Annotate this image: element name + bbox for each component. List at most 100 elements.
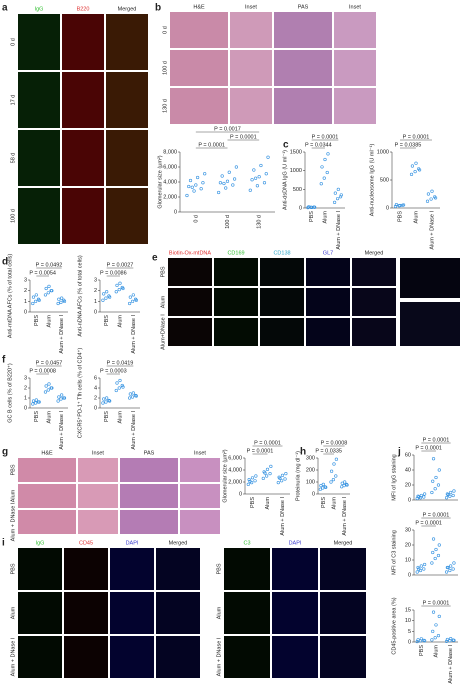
y-tick-label: 20 [405, 482, 411, 488]
p-value: P = 0.0001 [423, 437, 450, 443]
row-label: Alum [216, 606, 222, 619]
data-point [431, 537, 436, 541]
y-tick-label: 500 [293, 187, 302, 193]
row-label: 58 d [10, 153, 16, 164]
x-tick-label: PBS [250, 497, 256, 508]
data-point [263, 471, 267, 475]
data-point [56, 399, 60, 403]
data-point [57, 395, 61, 399]
micrograph [320, 592, 366, 634]
data-point [434, 475, 438, 480]
data-point [266, 155, 270, 159]
micrograph [18, 592, 62, 634]
data-point [280, 479, 284, 483]
data-point [409, 172, 414, 176]
micrograph [120, 510, 178, 534]
x-tick-label: PBS [397, 211, 403, 222]
data-point [43, 390, 48, 394]
micrograph [120, 484, 178, 508]
y-tick-label: 0 [408, 639, 411, 645]
column-header: PAS [144, 450, 155, 456]
micrograph [260, 288, 304, 316]
y-tick-label: 10 [405, 557, 411, 563]
data-point [344, 482, 349, 487]
data-point [398, 203, 402, 208]
column-header: Inset [92, 450, 104, 456]
y-tick-label: 500 [380, 177, 389, 183]
p-value: P = 0.0492 [36, 262, 63, 268]
y-tick-label: 2,000 [228, 479, 242, 485]
data-point [104, 296, 108, 300]
data-point [47, 284, 51, 289]
y-tick-label: 200 [306, 467, 315, 473]
data-point [261, 476, 265, 481]
micrograph [306, 258, 350, 286]
row-label: 130 d [162, 99, 168, 113]
data-point [37, 298, 41, 302]
data-point [34, 293, 38, 297]
y-tick-label: 2 [24, 288, 27, 294]
row-label: Alum [10, 606, 16, 619]
data-point [320, 165, 324, 169]
x-tick-label: PBS [34, 315, 40, 326]
data-point [128, 392, 132, 396]
micrograph [170, 50, 228, 86]
p-value: P = 0.0001 [423, 600, 450, 606]
data-point [60, 296, 64, 300]
y-axis-label: Glomerular size (µm²) [157, 155, 163, 208]
data-point [444, 496, 449, 500]
data-point [434, 547, 438, 552]
micrograph [230, 50, 272, 86]
x-tick-label: Alum + DNase I [131, 411, 137, 450]
data-point [222, 181, 226, 186]
data-point [280, 473, 285, 478]
micrograph [224, 636, 270, 678]
y-tick-label: 0 [239, 491, 242, 497]
y-tick-label: 0 [408, 572, 411, 578]
data-point [431, 610, 436, 614]
column-header: DAPI [126, 540, 139, 546]
data-point [284, 472, 288, 476]
micrograph [334, 50, 376, 86]
micrograph [214, 288, 258, 316]
micrograph [224, 592, 270, 634]
y-tick-label: 1000 [377, 149, 389, 155]
data-point [415, 639, 419, 644]
data-point [248, 188, 252, 192]
data-point [331, 478, 336, 482]
row-label: Alum [160, 295, 166, 308]
y-tick-label: 0 [94, 405, 97, 411]
micrograph [18, 130, 60, 186]
panel-letter: g [2, 447, 8, 458]
micrograph [320, 636, 366, 678]
data-point [437, 614, 441, 619]
micrograph [18, 548, 62, 590]
micrograph [168, 318, 212, 346]
data-point [46, 291, 50, 295]
data-point [339, 193, 343, 197]
y-tick-label: 4,000 [163, 179, 177, 185]
micrograph [156, 548, 200, 590]
micrograph [334, 12, 376, 48]
data-point [401, 203, 406, 207]
column-header: Biotin-Ox-mtDNA [169, 250, 212, 256]
data-point [252, 168, 256, 172]
data-point [128, 396, 132, 400]
x-tick-label: Alum [46, 411, 52, 424]
micrograph [272, 636, 318, 678]
column-header: CD45 [79, 540, 93, 546]
data-point [121, 286, 125, 291]
data-point [318, 487, 322, 491]
micrograph [214, 258, 258, 286]
column-header: Merged [334, 540, 353, 546]
y-tick-label: 0 [24, 309, 27, 315]
data-point [250, 178, 254, 182]
data-point [105, 396, 109, 400]
row-label: PBS [216, 563, 222, 574]
y-tick-label: 0 [386, 205, 389, 211]
x-tick-label: PBS [104, 315, 110, 326]
x-tick-label: Alum + DNase I [336, 211, 342, 250]
y-tick-label: 40 [405, 467, 411, 473]
data-point [417, 495, 421, 499]
x-tick-label: 0 d [193, 215, 199, 223]
